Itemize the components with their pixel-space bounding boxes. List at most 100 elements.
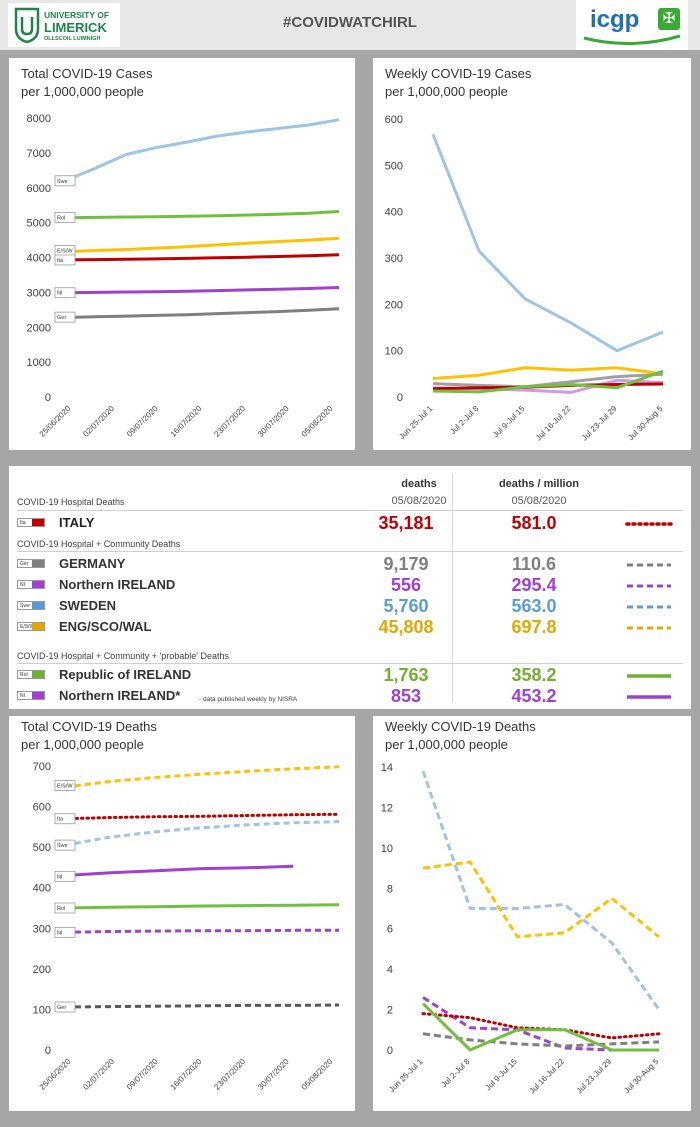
- row-country-name: Republic of IRELAND: [59, 667, 192, 682]
- series-tag-ita: Ita: [54, 254, 76, 266]
- y-tick-label: 200: [33, 964, 51, 976]
- ul-line3: OLLSCOIL LUIMNIGH: [44, 36, 101, 42]
- series-line-ni: [64, 864, 294, 877]
- series-tag-ita: Ita: [54, 813, 76, 825]
- weekly-deaths-chart: Weekly COVID-19 Deaths per 1,000,000 peop…: [381, 719, 661, 1096]
- table-row: NI Northern IRELAND* 853 453.2: [9, 686, 691, 706]
- y-tick-label: 0: [45, 392, 51, 404]
- series-line-roi: [64, 903, 340, 910]
- series-tag-esw: E/S/W: [54, 245, 76, 256]
- y-tick-label: 6000: [27, 183, 51, 195]
- series-line-swe: [64, 118, 340, 183]
- series-tag-label: RoI: [57, 906, 66, 912]
- row-dpm-value: 358.2: [511, 665, 557, 685]
- x-tick-label: 09/07/2020: [125, 1057, 160, 1092]
- row-country-name: SWEDEN: [59, 598, 117, 613]
- series-tag-ni: NI: [54, 870, 76, 882]
- y-tick-label: 500: [385, 160, 403, 172]
- row-line-legend: [627, 695, 671, 699]
- series-line-ni: [64, 286, 340, 295]
- col-dpm-date: 05/08/2020: [511, 495, 567, 507]
- y-tick-label: 4: [387, 964, 393, 976]
- tag-color-swatch: [32, 560, 44, 567]
- tag-color-swatch: [32, 581, 44, 588]
- series-line-esw: [64, 765, 340, 789]
- series-tag-box: [54, 902, 76, 914]
- series-tag-ger: Ger: [54, 1001, 76, 1013]
- series-tag-esw: E/S/W: [54, 780, 76, 791]
- series-tag-roi: RoI: [54, 211, 76, 223]
- row-country-tag: E/S/W: [17, 622, 45, 631]
- ul-line2: LIMERICK: [44, 20, 107, 35]
- series-tag-box: [54, 870, 76, 882]
- x-tick-label: 16/07/2020: [169, 404, 204, 439]
- icgp-logo: icgp ✠: [576, 0, 688, 50]
- x-tick-label: Jun 25-Jul 1: [397, 404, 435, 442]
- shield-icon: [14, 7, 40, 43]
- series-tag-box: [54, 175, 76, 187]
- series-tag-box: [54, 1001, 76, 1013]
- series-line-ni: [64, 928, 339, 934]
- y-tick-label: 2000: [27, 322, 51, 334]
- row-country-tag: Swe: [17, 601, 45, 610]
- y-tick-label: 8000: [27, 113, 51, 125]
- series-tag-ger: Ger: [54, 311, 76, 323]
- x-tick-label: 30/07/2020: [256, 1057, 291, 1092]
- series-line-esw: [422, 860, 660, 939]
- row-country-name: Northern IRELAND: [59, 577, 176, 592]
- y-tick-label: 500: [33, 842, 51, 854]
- series-tag-swe: Swe: [54, 175, 76, 187]
- y-tick-label: 2: [387, 1005, 393, 1017]
- series-line-swe: [64, 820, 340, 847]
- y-tick-label: 300: [385, 253, 403, 265]
- y-tick-label: 7000: [27, 148, 51, 160]
- series-tag-label: Swe: [57, 179, 68, 185]
- tag-color-swatch: [32, 692, 44, 699]
- university-of-limerick-logo: UNIVERSITY OF LIMERICK OLLSCOIL LUIMNIGH: [8, 3, 120, 47]
- divider: [17, 551, 683, 552]
- series-tag-label: NI: [57, 874, 63, 880]
- series-tag-label: NI: [57, 930, 63, 936]
- row-country-name: Northern IRELAND*: [59, 688, 181, 703]
- x-tick-label: 16/07/2020: [169, 1057, 204, 1092]
- tag-color-swatch: [32, 671, 44, 678]
- series-line-roi: [432, 369, 664, 394]
- series-line-esw: [64, 236, 340, 254]
- total-cases-panel: Total COVID-19 Cases per 1,000,000 people…: [9, 58, 355, 450]
- x-tick-label: Jul 9-Jul 15: [484, 1057, 520, 1093]
- series-line-ita: [64, 253, 340, 262]
- col-deaths-header: deaths: [401, 478, 437, 490]
- y-tick-label: 100: [385, 346, 403, 358]
- x-tick-label: Jul 30-Aug 5: [622, 1057, 661, 1096]
- row-country-name: GERMANY: [59, 556, 126, 571]
- section-probable: COVID-19 Hospital + Community + 'probabl…: [17, 651, 230, 661]
- series-tag-box: [54, 254, 76, 266]
- row-deaths-value: 9,179: [383, 554, 429, 574]
- page-title: #COVIDWATCHIRL: [283, 14, 417, 31]
- table-row: RoI Republic of IRELAND 1,763 358.2: [9, 665, 691, 685]
- row-line-legend: [627, 605, 671, 609]
- y-tick-label: 400: [33, 883, 51, 895]
- series-tag-label: E/S/W: [57, 783, 73, 789]
- series-line-roi: [421, 1002, 659, 1052]
- row-deaths-value: 45,808: [378, 617, 434, 637]
- y-tick-label: 0: [387, 1045, 393, 1057]
- y-tick-label: 14: [381, 762, 393, 774]
- row-dpm-value: 563.0: [511, 596, 557, 616]
- weekly-cases-panel: Weekly COVID-19 Cases per 1,000,000 peopl…: [373, 58, 691, 450]
- y-tick-label: 700: [33, 761, 51, 773]
- x-tick-label: Jul 16-Jul 22: [528, 1057, 567, 1096]
- series-tag-box: [54, 813, 76, 825]
- row-dpm-value: 110.6: [511, 554, 557, 574]
- series-line-ger: [422, 1032, 660, 1048]
- y-tick-label: 300: [33, 923, 51, 935]
- row-deaths-value: 1,763: [383, 665, 429, 685]
- row-country-name: ENG/SCO/WAL: [59, 619, 152, 634]
- column-divider: [452, 474, 453, 702]
- x-tick-label: Jul 23-Jul 29: [580, 404, 619, 443]
- y-tick-label: 200: [385, 299, 403, 311]
- y-tick-label: 0: [45, 1045, 51, 1057]
- series-line-esw: [432, 366, 664, 380]
- y-tick-label: 8: [387, 883, 393, 895]
- row-deaths-value: 35,181: [378, 513, 434, 533]
